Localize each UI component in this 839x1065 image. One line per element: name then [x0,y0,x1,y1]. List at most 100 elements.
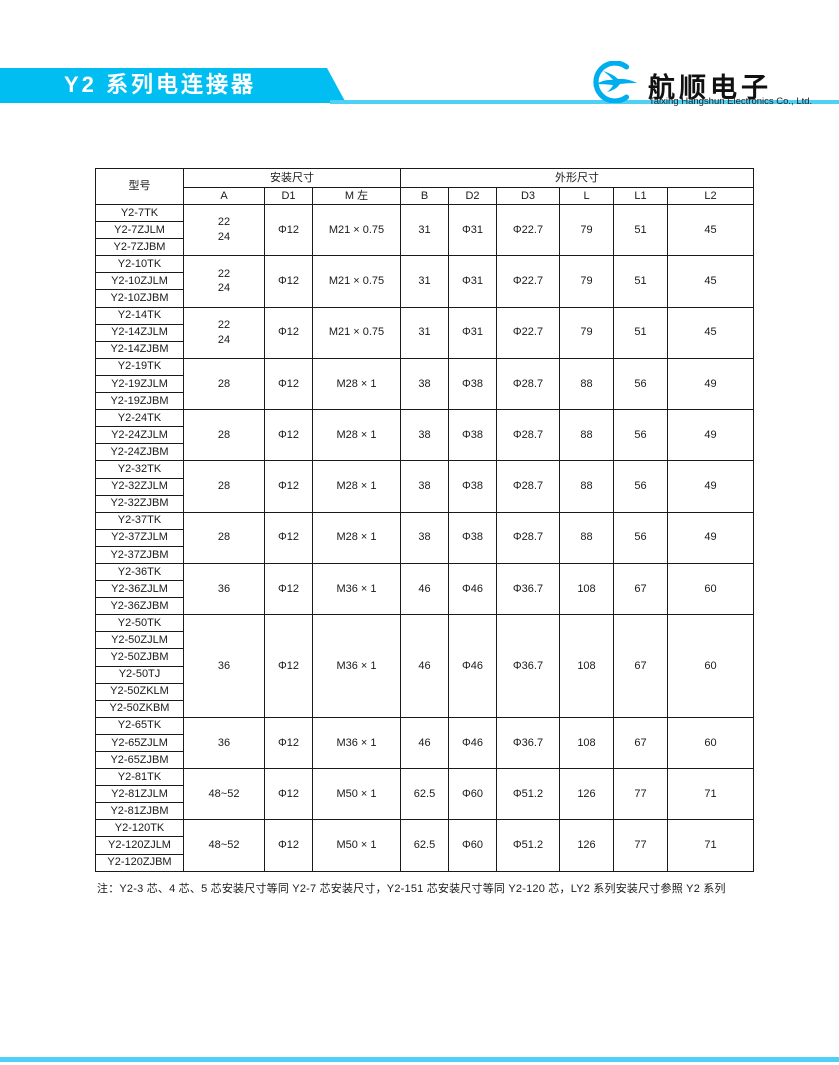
swallow-logo-icon [585,60,643,104]
model-cell: Y2-10TK [95,255,184,274]
value-cell: 88 [559,460,614,513]
model-cell: Y2-37ZJBM [95,545,184,564]
value-cell: M28 × 1 [312,460,401,513]
value-cell: Φ22.7 [496,203,560,257]
value-cell: Φ60 [448,819,497,872]
value-cell: 46 [400,562,449,616]
value-cell: 48~52 [183,768,265,821]
table-row: Y2-10ZJBM [95,289,754,308]
table-row: Y2-65TK 36 Φ12 M36 × 1 46 Φ46 Φ36.7 108 67 60 [95,716,754,770]
value-cell: 88 [559,511,614,564]
table-row: Y2-36ZJLM [95,580,754,599]
value-cell: Φ38 [448,511,497,564]
logo-company-name: 航顺电子 [648,73,772,103]
value-cell: 28 [183,409,265,462]
value-cell: 56 [613,357,668,411]
model-cell: Y2-14TK [95,306,184,325]
column-header-l1: L1 [613,187,668,205]
value-cell: 126 [559,768,614,821]
value-cell: 45 [667,203,754,257]
model-cell: Y2-32ZJLM [95,477,184,496]
model-cell: Y2-7ZJLM [95,221,184,240]
value-cell: Φ12 [264,255,313,308]
model-cell: Y2-81ZJBM [95,802,184,821]
value-cell: 45 [667,306,754,359]
value-cell: M36 × 1 [312,716,401,770]
value-cell: Φ36.7 [496,614,560,718]
model-cell: Y2-24TK [95,409,184,428]
value-cell: 77 [613,819,668,872]
value-cell: 67 [613,716,668,770]
table-row: Y2-120ZJLM [95,836,754,855]
value-cell: 49 [667,409,754,462]
table-row: Y2-37TK 28 Φ12 M28 × 1 38 Φ38 Φ28.7 88 56 49 [95,511,754,564]
table-row: Y2-36ZJBM [95,597,754,616]
column-header-l: L [559,187,614,205]
header-accent-line [330,100,839,104]
column-header-d3: D3 [496,187,560,205]
table-row: Y2-32ZJLM [95,477,754,496]
value-cell: 62.5 [400,819,449,872]
value-cell: 46 [400,716,449,770]
value-cell: 108 [559,614,614,718]
value-cell: 28 [183,460,265,513]
value-cell: 60 [667,562,754,616]
model-cell: Y2-10ZJBM [95,289,184,308]
value-cell: 56 [613,460,668,513]
model-cell: Y2-50ZKBM [95,699,184,718]
logo-tagline: Taixing Hangshun Electronics Co., Ltd. [649,96,813,107]
table-row: Y2-120TK 48~52 Φ12 M50 × 1 62.5 Φ60 Φ51.2 126 77… [95,819,754,872]
table-row: Y2-24ZJBM [95,443,754,462]
model-cell: Y2-14ZJLM [95,323,184,342]
column-group-install: 安装尺寸 [183,168,401,188]
value-cell: Φ28.7 [496,357,560,411]
model-cell: Y2-32ZJBM [95,494,184,513]
value-cell: 31 [400,255,449,308]
value-cell: Φ38 [448,460,497,513]
model-cell: Y2-120ZJLM [95,836,184,855]
value-cell: 31 [400,203,449,257]
value-cell: 46 [400,614,449,718]
model-cell: Y2-36ZJBM [95,597,184,616]
value-cell: 79 [559,255,614,308]
model-cell: Y2-37ZJLM [95,528,184,547]
value-cell: 60 [667,614,754,718]
value-cell: Φ12 [264,409,313,462]
value-cell: 51 [613,306,668,359]
value-cell: M36 × 1 [312,614,401,718]
value-cell: 88 [559,357,614,411]
value-cell: Φ31 [448,255,497,308]
value-cell: Φ28.7 [496,460,560,513]
table-row: Y2-10ZJLM [95,272,754,291]
value-cell: Φ46 [448,716,497,770]
value-cell: M21 × 0.75 [312,255,401,308]
footer-accent-line [0,1057,839,1062]
model-cell: Y2-65ZJBM [95,750,184,770]
value-cell: 51 [613,203,668,257]
model-cell: Y2-50ZKLM [95,682,184,701]
table-row: Y2-50ZJLM [95,631,754,650]
column-header-d2: D2 [448,187,497,205]
value-cell: 108 [559,562,614,616]
value-cell: 60 [667,716,754,770]
value-cell: 49 [667,357,754,411]
page-title: Y2 系列电连接器 [64,72,257,97]
value-cell: Φ22.7 [496,255,560,308]
value-cell: 31 [400,306,449,359]
model-cell: Y2-36ZJLM [95,580,184,599]
value-cell: Φ12 [264,203,313,257]
table-row: Y2-24ZJLM [95,426,754,445]
model-cell: Y2-50TK [95,614,184,633]
model-cell: Y2-7ZJBM [95,238,184,257]
value-cell: 67 [613,614,668,718]
value-cell: 56 [613,409,668,462]
value-cell: Φ12 [264,306,313,359]
value-cell: Φ38 [448,357,497,411]
value-cell: Φ51.2 [496,768,560,821]
model-cell: Y2-19TK [95,357,184,376]
value-cell: M50 × 1 [312,819,401,872]
column-header-b: B [400,187,449,205]
table-row: Y2-19ZJLM [95,374,754,394]
table-row: Y2-24TK 28 Φ12 M28 × 1 38 Φ38 Φ28.7 88 56 49 [95,409,754,462]
value-cell: Φ36.7 [496,716,560,770]
